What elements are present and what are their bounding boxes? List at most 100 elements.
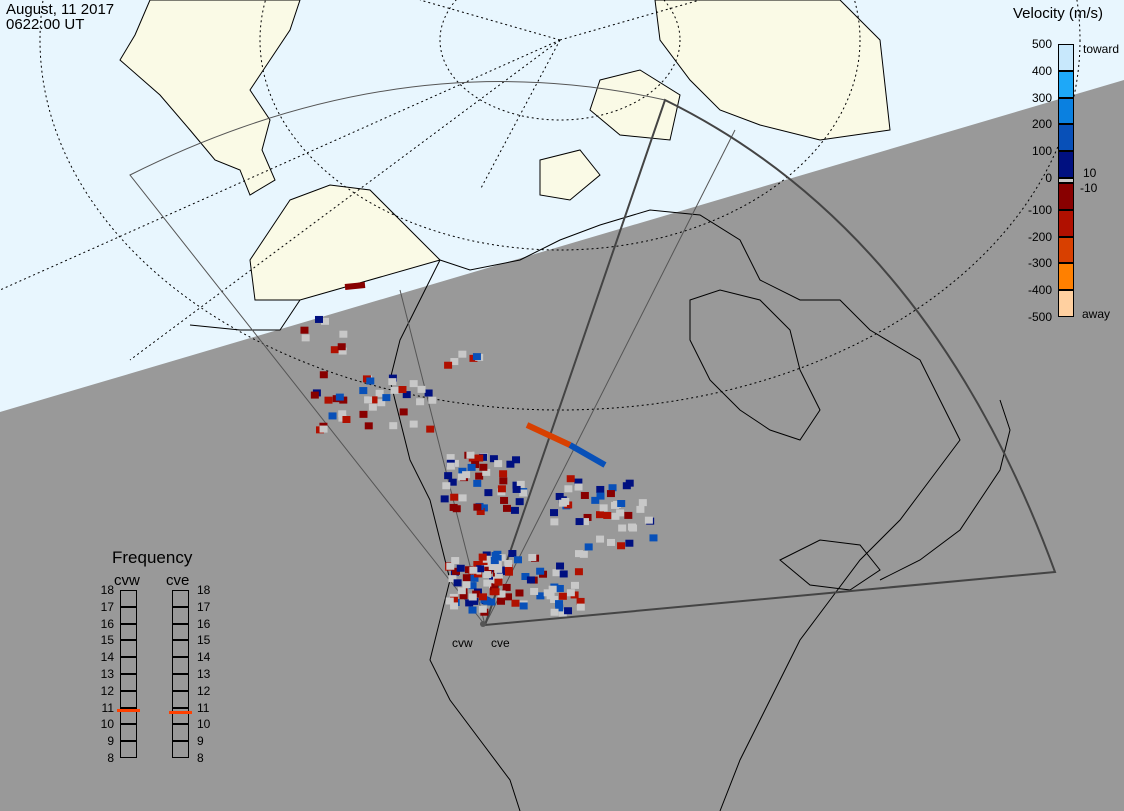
frequency-title: Frequency	[112, 548, 193, 567]
velocity-cell	[466, 451, 475, 459]
velocity-cell	[574, 478, 583, 486]
colorbar-title: Velocity (m/s)	[1013, 5, 1104, 22]
lat-lon-grid	[0, 0, 1081, 411]
velocity-cell	[607, 538, 616, 546]
velocity-cell	[625, 539, 634, 547]
velocity-cell	[462, 581, 471, 589]
velocity-cell	[504, 568, 513, 576]
velocity-cell	[548, 585, 557, 593]
date-label: August, 11 2017	[6, 1, 115, 18]
velocity-cell	[359, 387, 368, 395]
velocity-cell	[377, 399, 386, 407]
velocity-cell	[494, 578, 503, 586]
velocity-cell	[382, 394, 391, 402]
velocity-cell	[499, 477, 508, 485]
velocity-cell	[502, 504, 511, 512]
velocity-cell	[369, 396, 378, 404]
velocity-cell	[449, 596, 458, 604]
colorbar-segment	[1058, 70, 1074, 98]
frequency-tick: 16	[100, 616, 114, 631]
frequency-tick: 9	[197, 734, 204, 749]
velocity-cell	[497, 597, 506, 605]
frequency-box	[120, 741, 137, 758]
velocity-cell	[490, 557, 499, 565]
frequency-box	[172, 707, 189, 725]
frequency-box	[172, 690, 189, 708]
velocity-cell	[555, 492, 564, 500]
frequency-box	[172, 590, 189, 607]
velocity-cell	[555, 600, 564, 608]
velocity-cell	[319, 371, 328, 379]
velocity-cell	[580, 518, 589, 526]
velocity-cell	[328, 412, 337, 420]
velocity-cell	[452, 505, 461, 513]
velocity-cell	[519, 489, 528, 497]
frequency-tick: 16	[197, 616, 211, 631]
velocity-cell	[458, 350, 467, 358]
frequency-box	[172, 674, 189, 691]
velocity-cell	[628, 523, 637, 531]
velocity-cells	[300, 282, 658, 617]
velocity-cell	[468, 582, 477, 590]
frequency-box	[120, 724, 137, 742]
velocity-cell	[512, 485, 521, 493]
colorbar-segment	[1058, 124, 1074, 152]
frequency-tick: 9	[107, 734, 114, 749]
velocity-cell	[301, 334, 310, 342]
colorbar-tick: 300	[1031, 90, 1052, 105]
velocity-cell	[473, 479, 482, 487]
velocity-cell	[487, 598, 496, 606]
colorbar-tick: -100	[1027, 202, 1052, 217]
frequency-box	[120, 623, 137, 641]
velocity-cell	[596, 535, 605, 543]
velocity-cell	[608, 484, 617, 492]
velocity-cell	[574, 550, 583, 558]
velocity-cell	[478, 605, 487, 613]
colorbar-segment	[1058, 290, 1074, 317]
velocity-cell-band	[568, 442, 607, 468]
frequency-radar-label: cve	[166, 572, 190, 589]
velocity-cell	[550, 595, 559, 603]
frequency-box	[120, 674, 137, 691]
colorbar-segment	[1058, 209, 1074, 237]
velocity-cell	[624, 511, 633, 519]
velocity-cell	[450, 358, 459, 366]
velocity-cell	[504, 559, 513, 567]
velocity-cell	[388, 374, 397, 382]
night-land-outline	[189, 209, 1011, 811]
velocity-cell	[564, 485, 573, 493]
velocity-cell	[494, 460, 503, 468]
velocity-cell	[458, 494, 467, 502]
colorbar-tick: 100	[1031, 144, 1052, 159]
velocity-cell	[300, 326, 309, 334]
velocity-cell	[508, 550, 517, 558]
frequency-marker	[169, 711, 192, 715]
velocity-cell	[528, 553, 537, 561]
frequency-box	[120, 606, 137, 624]
velocity-cell	[366, 377, 375, 385]
frequency-box	[172, 724, 189, 742]
velocity-cell	[491, 588, 500, 596]
frequency-marker	[117, 709, 140, 713]
frequency-tick: 14	[197, 650, 211, 665]
frequency-box	[172, 640, 189, 658]
velocity-cell	[416, 398, 425, 406]
radar-label-cve: cve	[491, 636, 510, 650]
velocity-cell	[468, 606, 477, 614]
velocity-cell	[462, 471, 471, 479]
velocity-cell	[468, 593, 477, 601]
velocity-cell	[450, 493, 459, 501]
frequency-tick: 12	[197, 683, 211, 698]
velocity-cell	[575, 518, 584, 526]
velocity-cell	[368, 403, 377, 411]
velocity-cell	[483, 571, 492, 579]
frequency-box	[172, 657, 189, 674]
velocity-cell	[479, 504, 488, 512]
velocity-cell	[564, 607, 573, 615]
day-land	[119, 0, 891, 301]
colorbar-segment	[1058, 178, 1074, 183]
velocity-cell	[453, 579, 462, 587]
velocity-cell	[489, 455, 498, 463]
velocity-cell	[606, 490, 615, 498]
cve-fan-outline	[483, 98, 1057, 627]
